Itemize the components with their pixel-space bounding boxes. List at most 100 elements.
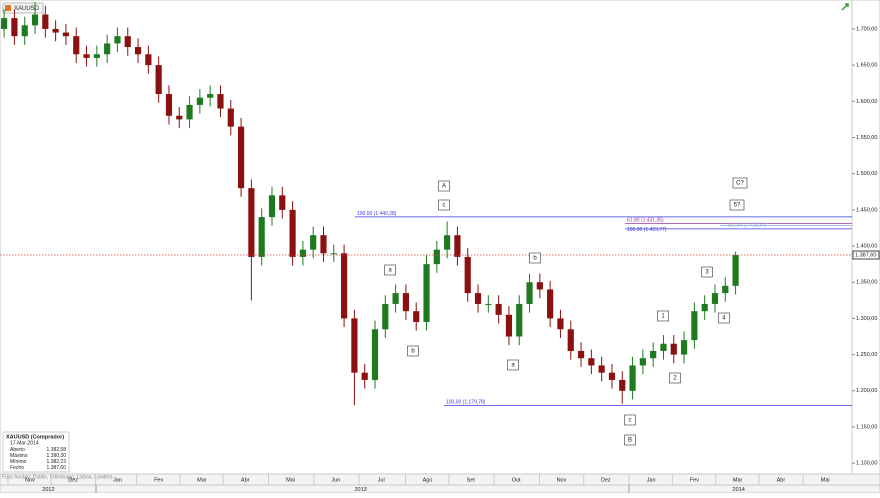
- candle-body: [371, 329, 379, 380]
- wave-label: c: [629, 418, 632, 424]
- candle-body: [629, 365, 636, 391]
- wave-box: [718, 312, 730, 324]
- candle-body: [31, 14, 39, 26]
- candle-body: [722, 285, 729, 294]
- y-tick-label: 1.250,00: [856, 352, 877, 358]
- candle-body: [691, 311, 698, 341]
- candle-body: [588, 358, 595, 366]
- wave-box: [729, 199, 745, 211]
- x-tick-label: Dez: [68, 477, 78, 483]
- plot-frame: [0, 0, 853, 475]
- candle-body: [73, 36, 80, 55]
- y-tick-label: 1.100,00: [856, 461, 877, 467]
- wave-box: [507, 359, 519, 371]
- candle-body: [413, 311, 420, 323]
- candle-body: [536, 282, 543, 290]
- candle-body: [711, 293, 719, 304]
- candle-body: [217, 94, 224, 109]
- last-price-box: [852, 250, 880, 260]
- info-title: XAUUSD (Comprador): [6, 434, 64, 440]
- symbol-label: XAUUSD: [14, 6, 40, 12]
- candle-body: [11, 18, 18, 37]
- candle-body: [650, 350, 657, 359]
- candle-body: [608, 372, 616, 380]
- time-axis: [0, 473, 880, 494]
- candle-body: [155, 65, 162, 95]
- info-value: 1.382,58: [47, 447, 67, 453]
- x-tick-label: Ago: [423, 477, 433, 483]
- candle-body: [165, 94, 173, 116]
- x-tick-label: Jan: [647, 477, 656, 483]
- y-tick-label: 1.600,00: [856, 99, 877, 105]
- candle-body: [279, 195, 286, 210]
- candle-body: [660, 343, 667, 351]
- x-tick-label: Fev: [154, 477, 163, 483]
- info-value: 1.387,60: [47, 465, 67, 471]
- candle-body: [732, 255, 739, 286]
- x-tick-label: Jul: [378, 477, 385, 483]
- candle-body: [361, 372, 368, 380]
- y-tick-label: 1.450,00: [856, 207, 877, 213]
- info-value: 1.382,23: [47, 459, 67, 465]
- candle-body: [83, 54, 90, 58]
- candle-body: [444, 235, 451, 250]
- y-tick-label: 1.550,00: [856, 135, 877, 141]
- candle-body: [701, 303, 708, 312]
- candle-body: [299, 249, 306, 257]
- x-tick-label: Set: [467, 477, 476, 483]
- candle-body: [495, 303, 502, 315]
- wave-label: 5?: [734, 203, 741, 209]
- last-price-label: 1.387,60: [855, 252, 876, 258]
- candle-body: [186, 104, 193, 120]
- wave-box: [657, 310, 669, 322]
- wave-box: [407, 345, 419, 357]
- wave-label: b: [533, 256, 537, 262]
- candle-body: [320, 235, 327, 254]
- candle-body: [237, 126, 245, 189]
- symbol-tag: [2, 2, 44, 14]
- symbol-icon: [5, 5, 11, 11]
- x-tick-label: Dez: [601, 477, 611, 483]
- candle-body: [21, 25, 28, 37]
- connection-icon: [841, 3, 849, 11]
- wave-label: a: [511, 363, 515, 369]
- y-tick-label: 1.200,00: [856, 388, 877, 394]
- candle-body: [134, 47, 142, 55]
- x-tick-label: Nov: [25, 477, 35, 483]
- candle-body: [341, 253, 348, 319]
- info-key: Mínimo: [10, 459, 27, 465]
- wave-label: C?: [736, 181, 744, 187]
- price-axis: [851, 0, 880, 475]
- level-label: 100,00 (1.179,78): [446, 400, 486, 406]
- candle-body: [289, 209, 296, 257]
- wave-box: [384, 264, 396, 276]
- wave-box: [624, 434, 636, 446]
- candle-body: [423, 264, 430, 323]
- y-tick-label: 1.400,00: [856, 243, 877, 249]
- candle-body: [598, 365, 605, 373]
- candle-body: [351, 318, 358, 373]
- candle-body: [1, 18, 8, 29]
- x-tick-label: Mar: [733, 477, 743, 483]
- timezone-footer: Fuso horário: Dublin, Edimburgo, Lisboa,…: [2, 474, 113, 480]
- y-tick-label: 1.300,00: [856, 316, 877, 322]
- candle-body: [93, 54, 100, 58]
- year-label: 2012: [42, 487, 54, 493]
- wave-label: b: [411, 349, 415, 355]
- wave-box: [624, 414, 636, 426]
- info-key: Fecho: [10, 465, 24, 471]
- candle-body: [547, 289, 554, 319]
- x-tick-label: Fev: [690, 477, 699, 483]
- wave-label: A: [442, 184, 446, 190]
- x-tick-label: Abr: [241, 477, 250, 483]
- wave-box: [529, 252, 541, 264]
- candle-body: [124, 36, 131, 48]
- info-key: Máximo: [10, 453, 28, 459]
- year-label: 2014: [733, 487, 745, 493]
- wave-label: c: [443, 203, 446, 209]
- candle-body: [42, 14, 49, 29]
- info-key: Aberto: [10, 447, 25, 453]
- candle-body: [114, 36, 121, 44]
- x-tick-label: Nov: [557, 477, 567, 483]
